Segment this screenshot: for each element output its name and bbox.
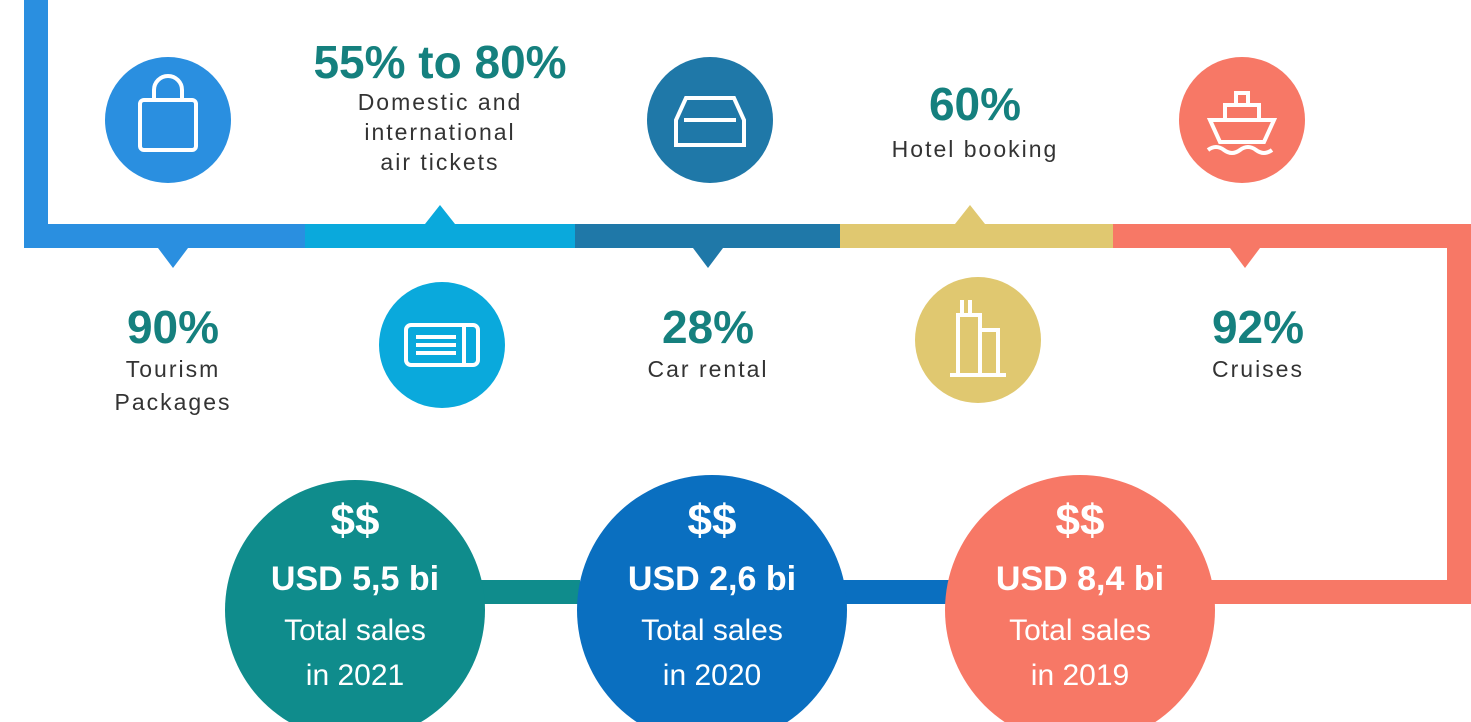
icons — [105, 57, 1305, 722]
stat-desc: air tickets — [380, 149, 499, 175]
stat-value: 60% — [929, 78, 1021, 130]
stat-value: 92% — [1212, 301, 1304, 353]
stat-desc: Cruises — [1212, 356, 1304, 382]
stat-desc: Car rental — [648, 356, 769, 382]
sales-desc: in 2021 — [306, 659, 404, 692]
sales-symbol: $$ — [688, 496, 737, 545]
sales-desc: Total sales — [641, 614, 783, 647]
sales-symbol: $$ — [1056, 496, 1105, 545]
sales-desc: in 2020 — [663, 659, 761, 692]
stat-desc: Domestic and — [358, 89, 523, 115]
stat-desc: Tourism — [126, 356, 221, 382]
sales-desc: Total sales — [1009, 614, 1151, 647]
labels: 55% to 80% Domestic and international ai… — [114, 36, 1304, 692]
stat-desc: international — [364, 119, 515, 145]
sales-desc: Total sales — [284, 614, 426, 647]
stat-value: 90% — [127, 301, 219, 353]
sales-amount: USD 2,6 bi — [628, 560, 796, 598]
sales-amount: USD 5,5 bi — [271, 560, 439, 598]
stat-value: 28% — [662, 301, 754, 353]
stat-desc: Packages — [114, 389, 231, 415]
sales-symbol: $$ — [331, 496, 380, 545]
stat-value: 55% to 80% — [313, 36, 566, 88]
sales-desc: in 2019 — [1031, 659, 1129, 692]
sales-amount: USD 8,4 bi — [996, 560, 1164, 598]
stat-desc: Hotel booking — [892, 136, 1059, 162]
